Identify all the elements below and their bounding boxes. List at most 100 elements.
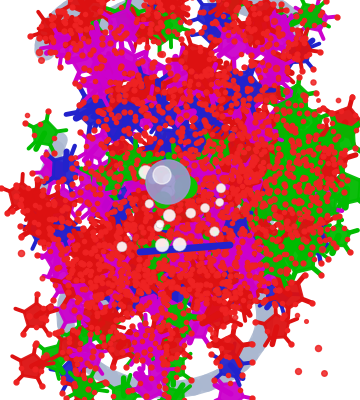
Polygon shape xyxy=(107,335,130,359)
Polygon shape xyxy=(291,200,315,224)
Polygon shape xyxy=(127,255,152,281)
Polygon shape xyxy=(233,103,255,126)
Polygon shape xyxy=(170,86,202,116)
Polygon shape xyxy=(109,10,140,41)
Polygon shape xyxy=(119,147,151,178)
Polygon shape xyxy=(25,188,50,212)
Polygon shape xyxy=(203,101,231,129)
Polygon shape xyxy=(145,248,173,275)
Polygon shape xyxy=(159,0,184,17)
Polygon shape xyxy=(93,321,117,346)
Polygon shape xyxy=(289,224,320,256)
Polygon shape xyxy=(139,75,166,102)
Polygon shape xyxy=(103,238,127,263)
Polygon shape xyxy=(219,31,248,60)
Polygon shape xyxy=(138,199,161,224)
Circle shape xyxy=(201,204,210,212)
Polygon shape xyxy=(88,190,113,216)
Polygon shape xyxy=(180,125,202,147)
Polygon shape xyxy=(183,311,210,337)
Polygon shape xyxy=(134,98,165,128)
Polygon shape xyxy=(141,86,162,106)
Polygon shape xyxy=(284,205,315,236)
Polygon shape xyxy=(212,152,237,176)
Polygon shape xyxy=(69,22,93,46)
Polygon shape xyxy=(129,218,152,243)
Polygon shape xyxy=(306,167,333,193)
Polygon shape xyxy=(238,166,262,190)
Polygon shape xyxy=(282,209,309,237)
Polygon shape xyxy=(93,248,120,276)
Polygon shape xyxy=(202,140,229,167)
Polygon shape xyxy=(55,24,79,48)
Polygon shape xyxy=(166,106,188,128)
Polygon shape xyxy=(265,236,290,260)
Circle shape xyxy=(163,209,176,222)
Polygon shape xyxy=(198,133,223,157)
Polygon shape xyxy=(33,120,57,145)
Polygon shape xyxy=(218,183,242,208)
Polygon shape xyxy=(20,189,45,213)
Polygon shape xyxy=(312,178,335,202)
Circle shape xyxy=(186,208,196,218)
Polygon shape xyxy=(303,216,327,240)
Circle shape xyxy=(139,165,153,179)
Polygon shape xyxy=(270,163,294,188)
Polygon shape xyxy=(152,261,180,288)
Polygon shape xyxy=(28,201,53,226)
Polygon shape xyxy=(144,276,167,299)
Polygon shape xyxy=(267,250,293,277)
Polygon shape xyxy=(120,260,144,284)
Polygon shape xyxy=(246,228,273,255)
Polygon shape xyxy=(51,188,76,212)
Polygon shape xyxy=(228,143,255,169)
Polygon shape xyxy=(138,193,162,216)
Polygon shape xyxy=(276,161,306,190)
Circle shape xyxy=(156,220,164,228)
Polygon shape xyxy=(218,170,246,198)
Polygon shape xyxy=(69,42,100,72)
Polygon shape xyxy=(28,214,52,238)
Polygon shape xyxy=(99,220,123,244)
Polygon shape xyxy=(197,220,227,249)
Polygon shape xyxy=(104,108,135,138)
Polygon shape xyxy=(140,327,164,350)
Polygon shape xyxy=(160,355,184,380)
Polygon shape xyxy=(147,294,173,319)
Polygon shape xyxy=(128,268,155,296)
Polygon shape xyxy=(216,135,237,155)
Polygon shape xyxy=(139,10,164,33)
Polygon shape xyxy=(275,138,306,168)
Polygon shape xyxy=(238,236,258,258)
Polygon shape xyxy=(218,260,239,281)
Polygon shape xyxy=(252,222,279,248)
Polygon shape xyxy=(170,196,198,222)
Circle shape xyxy=(216,184,226,193)
Polygon shape xyxy=(216,68,242,94)
Polygon shape xyxy=(101,252,125,277)
Polygon shape xyxy=(327,224,350,246)
Polygon shape xyxy=(193,169,222,197)
Polygon shape xyxy=(220,335,243,358)
Polygon shape xyxy=(92,165,124,197)
Polygon shape xyxy=(215,216,236,237)
Polygon shape xyxy=(226,233,257,265)
Polygon shape xyxy=(46,230,71,254)
Polygon shape xyxy=(203,257,227,280)
Polygon shape xyxy=(134,96,159,122)
Polygon shape xyxy=(72,20,96,45)
Polygon shape xyxy=(108,92,138,120)
Polygon shape xyxy=(307,234,328,255)
Polygon shape xyxy=(47,196,72,220)
Circle shape xyxy=(156,238,169,252)
Circle shape xyxy=(175,176,197,198)
Polygon shape xyxy=(168,82,195,109)
Polygon shape xyxy=(188,130,210,153)
Polygon shape xyxy=(132,267,154,291)
Polygon shape xyxy=(124,251,148,276)
Polygon shape xyxy=(72,376,96,399)
Polygon shape xyxy=(192,238,216,262)
Polygon shape xyxy=(138,219,161,244)
Polygon shape xyxy=(212,194,236,219)
Polygon shape xyxy=(48,20,72,44)
